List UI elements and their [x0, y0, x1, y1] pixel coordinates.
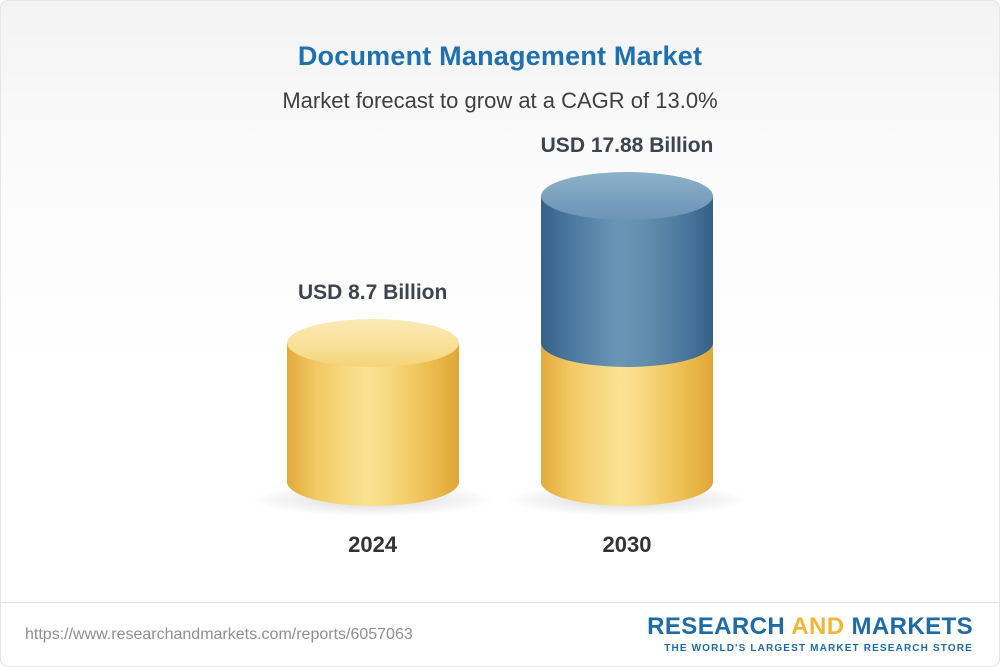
logo-tagline: THE WORLD'S LARGEST MARKET RESEARCH STOR… — [664, 643, 973, 654]
page-title: Document Management Market — [297, 41, 703, 71]
cylinder-2030-top-cap — [541, 172, 713, 221]
cylinder-2024 — [252, 318, 493, 517]
value-label-2030: USD 17.88 Billion — [540, 134, 714, 157]
category-label-2024: 2024 — [348, 532, 398, 558]
cylinder-2030-base-segment — [541, 342, 713, 507]
chart-header: Document Management Market Market foreca… — [1, 1, 999, 114]
logo-word-and: AND — [791, 613, 845, 640]
page-subtitle: Market forecast to grow at a CAGR of 13.… — [282, 88, 718, 113]
value-label-2024: USD 8.7 Billion — [297, 280, 448, 304]
footer: https://www.researchandmarkets.com/repor… — [1, 602, 999, 666]
research-and-markets-logo: RESEARCH AND MARKETS THE WORLD'S LARGEST… — [647, 615, 973, 654]
cylinder-2024-top-cap — [286, 318, 459, 367]
cylinder-2024-body — [286, 318, 459, 507]
bar-group-2024: USD 8.7 Billion 2024 — [252, 280, 493, 558]
bar-chart: USD 8.7 Billion 2024 USD 17.88 Billion 2… — [1, 134, 999, 558]
cylinder-2030-growth-segment — [541, 172, 713, 367]
cylinder-2030 — [507, 172, 747, 517]
category-label-2030: 2030 — [602, 532, 652, 558]
logo-word-markets: MARKETS — [851, 613, 973, 640]
report-url: https://www.researchandmarkets.com/repor… — [25, 625, 413, 643]
bar-group-2030: USD 17.88 Billion 2030 — [507, 134, 747, 558]
logo-wordmark: RESEARCH AND MARKETS — [647, 615, 973, 639]
logo-word-research: RESEARCH — [647, 613, 786, 640]
